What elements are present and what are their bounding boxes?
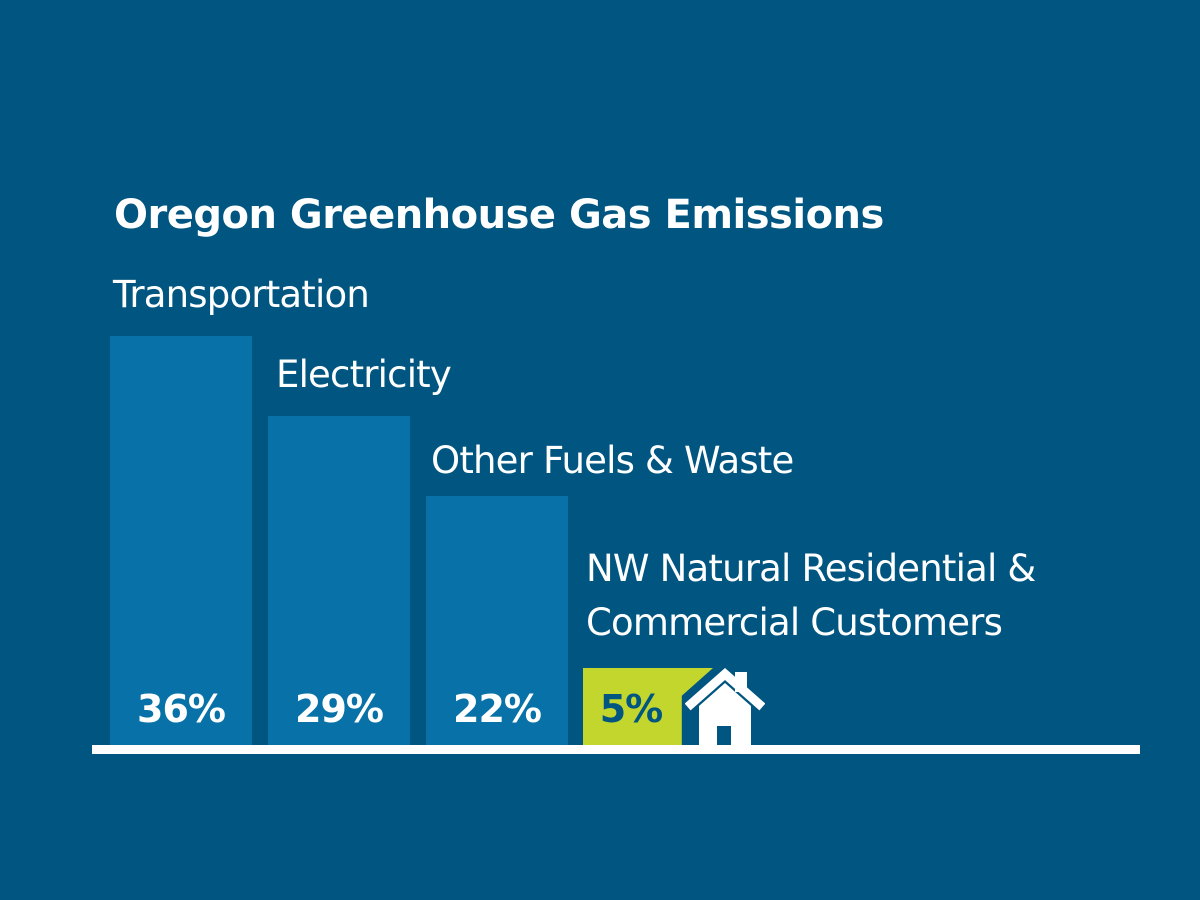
house-icon	[685, 668, 765, 746]
bar-electricity: 29%	[268, 416, 410, 745]
chart-title: Oregon Greenhouse Gas Emissions	[114, 192, 884, 238]
label-other-fuels: Other Fuels & Waste	[431, 439, 794, 482]
baseline	[92, 745, 1140, 754]
value-nw-natural: 5%	[599, 687, 664, 731]
bar-other-fuels: 22%	[426, 496, 568, 745]
label-transportation: Transportation	[113, 273, 370, 316]
bar-transportation: 36%	[110, 336, 252, 745]
value-other-fuels: 22%	[453, 687, 542, 731]
label-nw-natural-line1: NW Natural Residential &	[586, 547, 1036, 590]
label-nw-natural-line2: Commercial Customers	[586, 601, 1003, 644]
label-electricity: Electricity	[276, 353, 452, 396]
value-transportation: 36%	[137, 687, 226, 731]
value-electricity: 29%	[295, 687, 384, 731]
